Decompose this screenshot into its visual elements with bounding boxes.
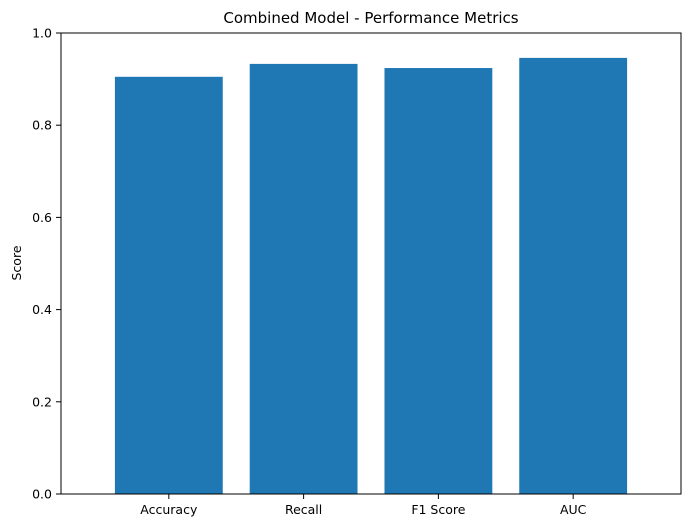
- y-tick-label: 0.6: [32, 210, 52, 225]
- plot-frame: [60, 32, 682, 495]
- y-tick-label: 0.4: [32, 302, 52, 317]
- chart-title: Combined Model - Performance Metrics: [223, 9, 518, 27]
- y-tick-label: 1.0: [32, 26, 52, 41]
- bar-accuracy: [114, 76, 223, 495]
- x-tick-label: Accuracy: [140, 502, 198, 517]
- ticks-layer: Accuracy Recall F1 Score AUC 0.0 0.2 0.4 0.6 0.8…: [32, 26, 587, 518]
- bar-recall: [249, 63, 358, 494]
- x-tick-label: F1 Score: [411, 502, 465, 517]
- x-tick-label: AUC: [560, 502, 587, 517]
- bar-auc: [519, 57, 628, 494]
- y-tick-label: 0.8: [32, 118, 52, 133]
- y-tick-label: 0.2: [32, 394, 52, 409]
- y-tick-label: 0.0: [32, 487, 52, 502]
- bars-layer: [114, 57, 628, 495]
- bar-f1-score: [384, 68, 493, 494]
- axes-layer: [60, 32, 682, 495]
- x-tick-label: Recall: [285, 502, 322, 517]
- y-axis-label: Score: [9, 245, 24, 280]
